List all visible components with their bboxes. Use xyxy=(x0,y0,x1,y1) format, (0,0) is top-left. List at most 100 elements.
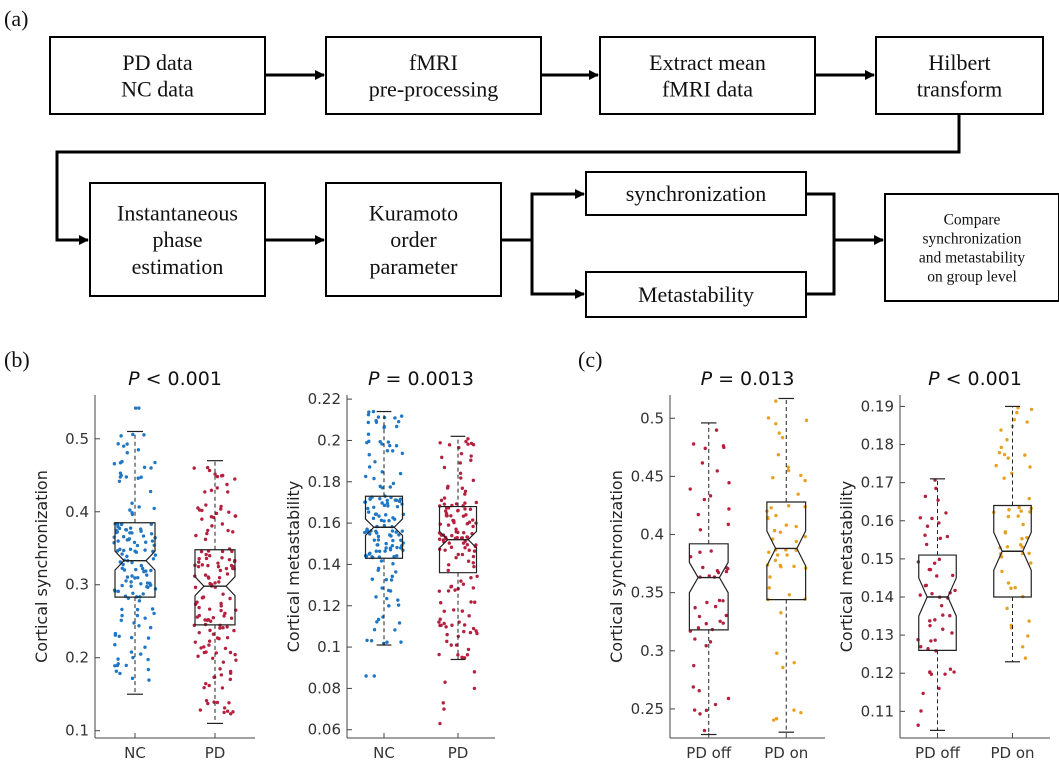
data-point xyxy=(786,465,790,469)
data-point xyxy=(792,708,796,712)
data-point xyxy=(475,574,479,579)
data-point xyxy=(450,623,454,627)
data-point xyxy=(1000,569,1004,574)
y-tick-label: 0.3 xyxy=(640,642,664,660)
data-point xyxy=(465,543,470,547)
data-point xyxy=(115,549,120,553)
data-point xyxy=(207,607,212,611)
data-point xyxy=(397,499,402,504)
data-point xyxy=(225,572,230,576)
data-point xyxy=(365,529,370,533)
data-point xyxy=(197,630,201,635)
data-point xyxy=(213,472,217,476)
flow-box-text: Compare xyxy=(944,212,1001,229)
data-point xyxy=(371,516,376,521)
x-tick-label: PD on xyxy=(764,744,808,762)
data-point xyxy=(774,716,779,721)
data-point xyxy=(149,532,154,536)
data-point xyxy=(727,481,731,485)
flow-box-text: fMRI xyxy=(409,50,458,75)
data-point xyxy=(396,603,401,607)
data-point xyxy=(367,410,371,414)
data-point xyxy=(366,432,371,436)
y-axis-label: Cortical metastability xyxy=(837,481,856,653)
data-point xyxy=(209,488,214,493)
data-point xyxy=(133,576,137,580)
data-point xyxy=(437,537,442,541)
data-point xyxy=(194,533,198,538)
data-point xyxy=(144,540,148,544)
data-point xyxy=(143,616,147,620)
data-point xyxy=(124,579,128,583)
data-point xyxy=(464,513,468,517)
data-point xyxy=(204,552,208,557)
data-point xyxy=(230,549,234,554)
data-point xyxy=(364,474,368,479)
boxplot-charts: 0.1 0.2 0.3 0.4 0.5 NC PD Cortical synchronizat… xyxy=(32,368,1050,762)
data-point xyxy=(454,527,458,531)
data-point xyxy=(383,549,387,553)
box-series-pd-off xyxy=(688,422,731,736)
data-point xyxy=(471,478,476,483)
data-point xyxy=(131,432,135,437)
data-point xyxy=(688,487,692,491)
data-point xyxy=(146,667,151,672)
data-point xyxy=(472,670,477,674)
title-p-value: = 0.0013 xyxy=(379,368,473,390)
data-point xyxy=(467,548,471,552)
data-point xyxy=(125,442,129,446)
data-point xyxy=(936,498,940,502)
data-point xyxy=(378,484,382,489)
data-point xyxy=(928,623,932,628)
data-point xyxy=(458,471,463,475)
data-point xyxy=(709,549,713,553)
flow-box-text: synchronization xyxy=(626,181,767,206)
data-point xyxy=(129,635,134,640)
data-point xyxy=(132,540,137,545)
data-point xyxy=(147,678,151,682)
flow-box-text: parameter xyxy=(370,254,459,279)
data-point xyxy=(371,409,376,414)
data-point xyxy=(222,614,226,618)
data-point xyxy=(465,522,470,526)
flow-box-text: Hilbert xyxy=(928,50,990,75)
data-point xyxy=(438,721,442,726)
data-point xyxy=(454,555,458,560)
data-point xyxy=(205,465,210,470)
panel-label-a: (a) xyxy=(4,6,28,31)
data-point xyxy=(120,552,124,556)
data-point xyxy=(445,486,450,490)
y-tick-label: 0.1 xyxy=(65,722,89,740)
data-point xyxy=(112,462,117,466)
data-point xyxy=(702,497,707,502)
data-point xyxy=(927,567,931,572)
data-point xyxy=(785,553,789,557)
y-tick-label: 0.2 xyxy=(317,431,341,449)
box-series-pd xyxy=(192,460,238,725)
data-point xyxy=(472,564,476,569)
data-point xyxy=(704,644,708,648)
data-point xyxy=(701,565,705,570)
data-point xyxy=(1009,586,1013,590)
data-point xyxy=(787,593,792,597)
data-point xyxy=(117,634,121,638)
data-point xyxy=(779,565,783,569)
data-point xyxy=(206,563,210,568)
data-point xyxy=(207,643,211,647)
data-point xyxy=(1028,465,1032,469)
data-point xyxy=(219,474,224,478)
data-point xyxy=(374,418,378,423)
data-point xyxy=(463,492,467,496)
data-point xyxy=(462,531,466,535)
data-point xyxy=(395,504,400,509)
data-point xyxy=(388,589,393,593)
data-point xyxy=(118,671,122,676)
data-point xyxy=(437,652,441,657)
data-point xyxy=(197,613,202,618)
data-point xyxy=(380,442,384,446)
data-point xyxy=(469,458,473,462)
data-point xyxy=(208,628,212,633)
data-point xyxy=(125,451,129,455)
data-point xyxy=(444,513,449,518)
data-point xyxy=(939,603,944,608)
